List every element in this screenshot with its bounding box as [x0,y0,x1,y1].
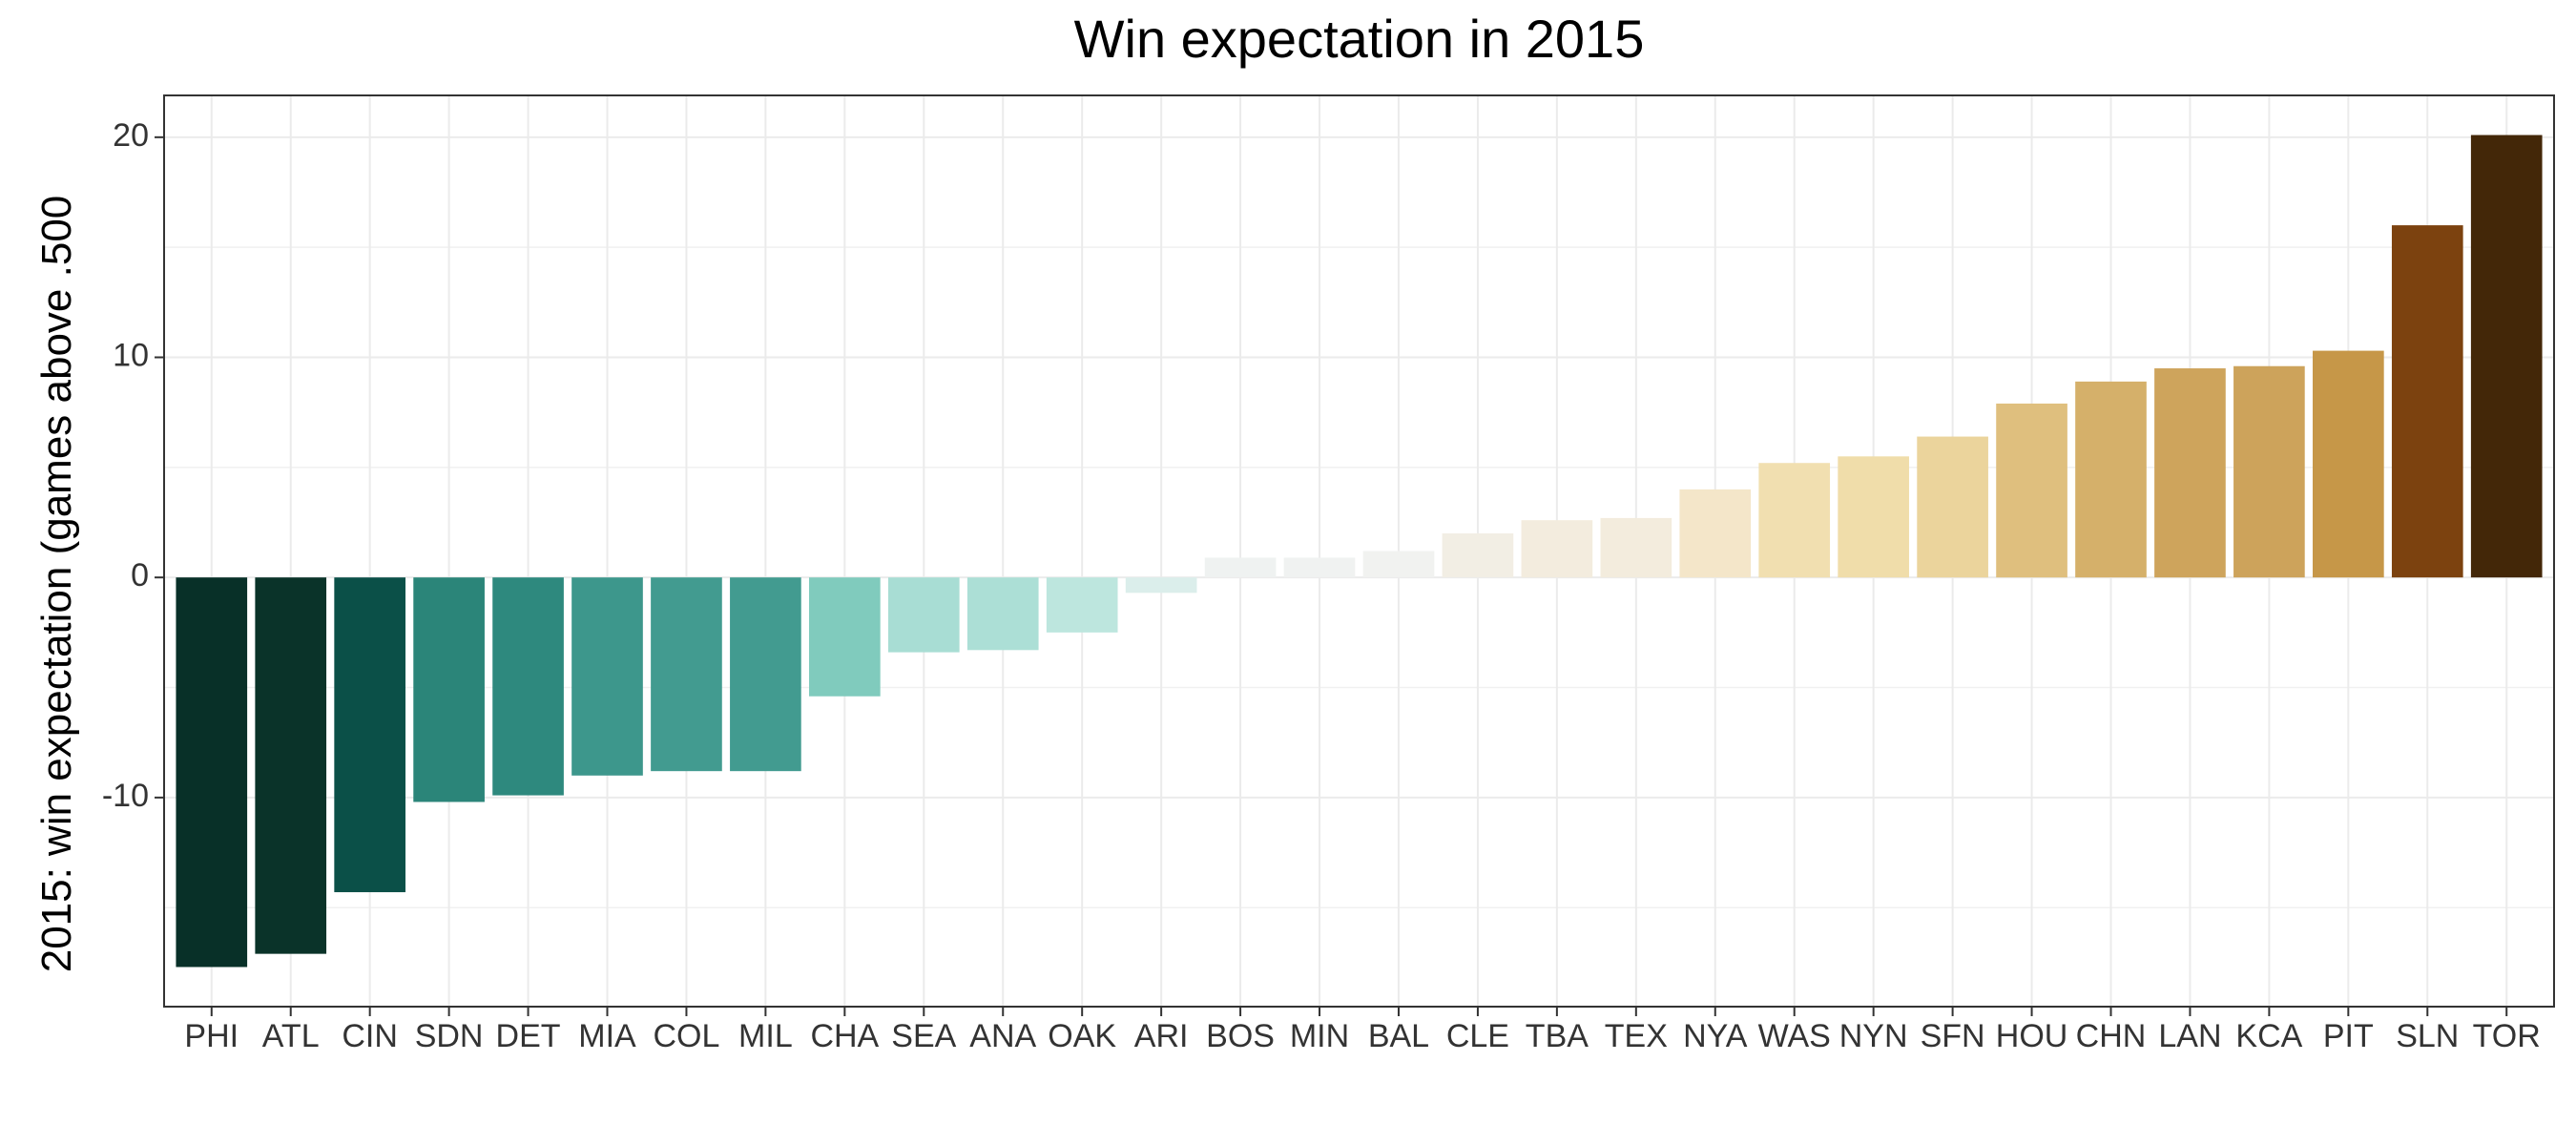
x-tick-label: HOU [1996,1018,2068,1054]
x-tick-label: SEA [891,1018,956,1054]
bar-cle [1442,533,1514,578]
bar-lan [2154,368,2226,578]
x-tick-label: COL [653,1018,719,1054]
x-tick-label: SFN [1921,1018,1985,1054]
y-tick-label: 0 [131,557,149,593]
x-tick-label: OAK [1048,1018,1116,1054]
bar-tex [1600,517,1672,578]
x-tick-label: LAN [2158,1018,2221,1054]
plot-border [163,94,2555,1008]
x-tick-label: ANA [969,1018,1036,1054]
bar-ari [1125,577,1197,593]
bar-atl [255,577,327,954]
x-tick-label: MIL [738,1018,793,1054]
x-tick-label: CHN [2076,1018,2147,1054]
x-tick-label: MIA [578,1018,636,1054]
x-tick-label: DET [496,1018,561,1054]
bar-bal [1362,551,1435,578]
x-tick-label: CIN [342,1018,398,1054]
bar-cha [809,577,881,697]
bar-pit [2313,350,2384,578]
x-tick-label: TOR [2473,1018,2541,1054]
bar-bos [1204,557,1277,578]
bar-oak [1046,577,1118,633]
y-tick-label: -10 [102,778,149,814]
bar-nyn [1838,456,1909,578]
bars [176,135,2543,968]
bar-tor [2470,135,2543,578]
x-tick-label: NYN [1839,1018,1908,1054]
y-tick-label: 20 [113,117,149,154]
bar-cin [334,577,405,893]
y-tick-label: 10 [113,337,149,373]
x-tick-label: SLN [2396,1018,2459,1054]
bar-sln [2391,225,2463,578]
bar-mia [571,577,643,776]
bar-kca [2233,365,2305,578]
bar-nya [1679,489,1752,578]
x-tick-label: TEX [1605,1018,1668,1054]
bar-min [1283,557,1356,578]
chart-title: Win expectation in 2015 [1073,9,1645,69]
bar-sfn [1917,436,1988,578]
x-tick-label: SDN [415,1018,484,1054]
x-tick-label: PIT [2323,1018,2374,1054]
x-tick-label: ARI [1134,1018,1189,1054]
bar-was [1758,463,1831,578]
bar-sdn [413,577,485,802]
bar-col [651,577,722,772]
x-tick-label: CHA [810,1018,879,1054]
x-tick-label: WAS [1758,1018,1831,1054]
x-tick-label: MIN [1290,1018,1349,1054]
x-tick-label: CLE [1446,1018,1509,1054]
x-axis: PHI ATL CIN SDN DET MIA COL MIL CHA SEA ANA OAK ARI B… [184,1007,2541,1054]
x-tick-label: BOS [1206,1018,1275,1054]
bar-hou [1996,403,2067,578]
x-tick-label: KCA [2235,1018,2302,1054]
bar-chn [2075,381,2147,578]
x-tick-label: NYA [1683,1018,1748,1054]
bar-det [492,577,564,796]
x-tick-label: ATL [262,1018,320,1054]
bar-mil [730,577,801,772]
bar-tba [1521,520,1593,578]
y-axis: -10 0 10 20 [102,117,164,814]
bar-ana [966,577,1039,651]
x-tick-label: TBA [1526,1018,1589,1054]
bar-phi [176,577,248,968]
x-tick-label: BAL [1368,1018,1429,1054]
x-tick-label: PHI [184,1018,239,1054]
bar-sea [887,577,960,653]
